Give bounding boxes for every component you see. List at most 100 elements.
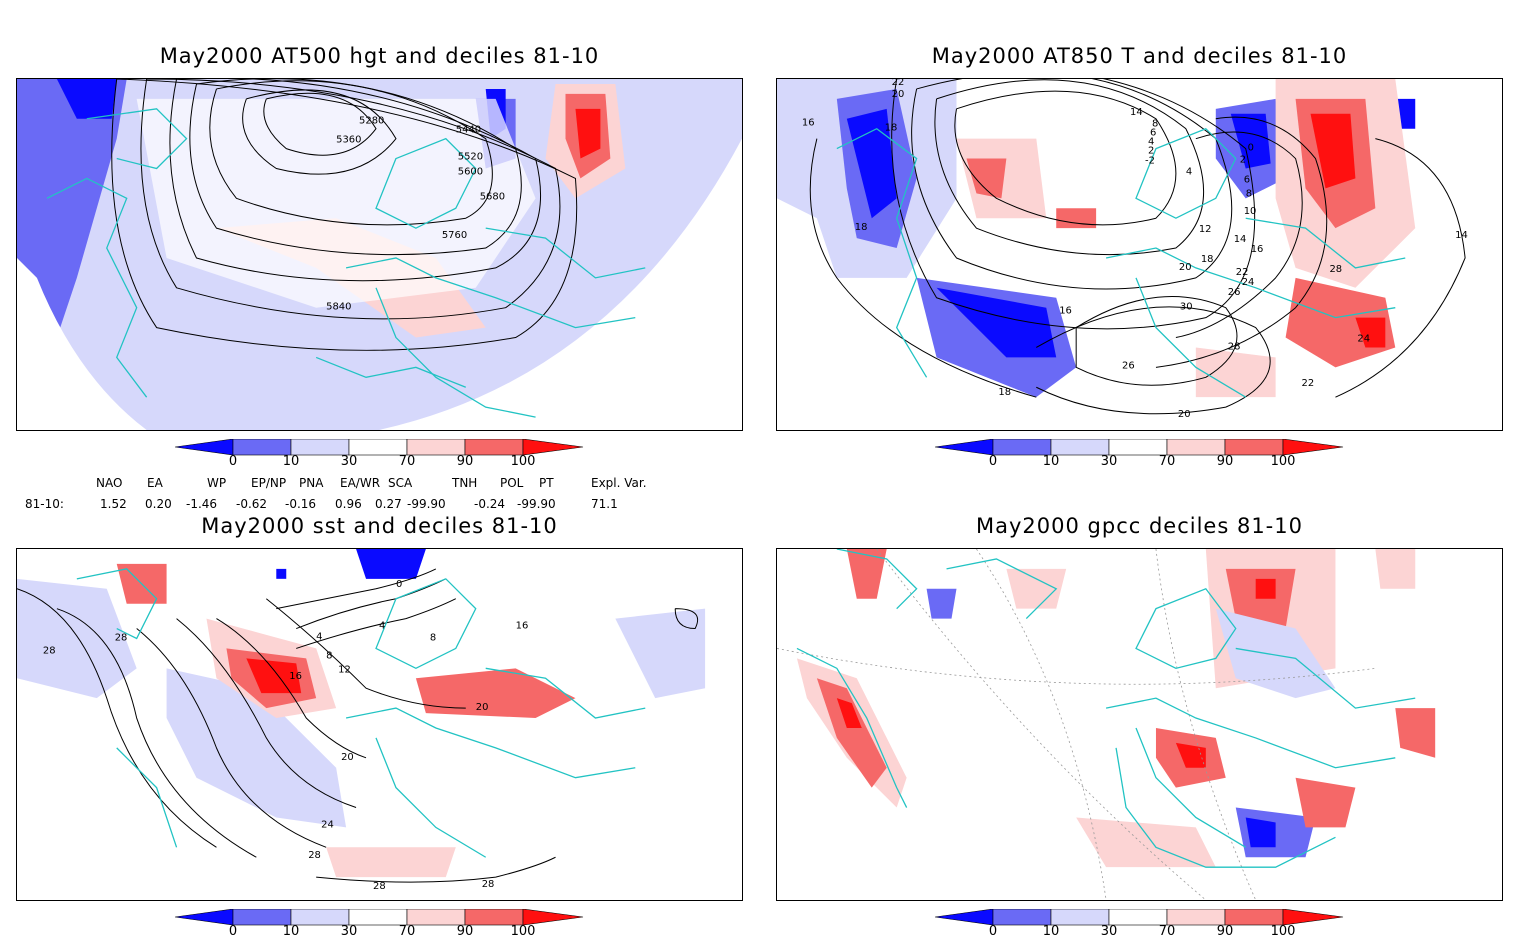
- map-hgt500: 5280 5360 5440 5520 5600 5680 5760 5840: [17, 79, 742, 430]
- contour-label: 12: [338, 664, 351, 675]
- colorbar-tick: 90: [457, 924, 474, 939]
- contour-label: 16: [802, 118, 815, 129]
- colorbar-tick: 30: [1101, 924, 1118, 939]
- colorbar-tick: 10: [1043, 454, 1060, 469]
- colorbar-tick: 70: [1159, 924, 1176, 939]
- contour-label: 14: [1234, 234, 1247, 245]
- colorbar-gpcc: 0 10 30 70 90 100: [935, 909, 1355, 949]
- colorbar-tick: 100: [511, 924, 536, 939]
- index-value: 1.52: [100, 497, 127, 511]
- contour-label: 8: [1152, 119, 1158, 130]
- colorbar-tick: 90: [1217, 454, 1234, 469]
- colorbar-tick: 10: [283, 454, 300, 469]
- colorbar-tick: 0: [229, 924, 237, 939]
- contour-label: 14: [1455, 230, 1468, 241]
- index-value: 0.96: [335, 497, 362, 511]
- index-header: EP/NP: [251, 476, 286, 490]
- colorbar-tick: 70: [1159, 454, 1176, 469]
- contour-label: 5360: [336, 135, 361, 146]
- colorbar-tick: 100: [511, 454, 536, 469]
- contour-label: 24: [1357, 334, 1370, 345]
- index-header: EA/WR: [340, 476, 380, 490]
- colorbar-tick: 10: [283, 924, 300, 939]
- colorbar-tick: 30: [341, 454, 358, 469]
- colorbar-tick: 30: [1101, 454, 1118, 469]
- contour-label: 6: [1244, 174, 1250, 185]
- colorbar-tick: 0: [989, 924, 997, 939]
- index-value: -1.46: [186, 497, 217, 511]
- contour-label: 26: [1122, 360, 1135, 371]
- map-t850: 22 20 16 18 18 0 2 4 6 8 10 12 14 16 18 …: [777, 79, 1502, 430]
- contour-label: -2: [1145, 156, 1155, 167]
- contour-label: 20: [1178, 409, 1191, 420]
- contour-label: 5680: [480, 191, 505, 202]
- contour-label: 10: [1244, 206, 1257, 217]
- map-panel-sst: 28 28 0 4 4 8 8 12 16 16 20 20 24 28 28 …: [16, 548, 743, 901]
- index-header: EA: [147, 476, 163, 490]
- colorbar-tick: 90: [1217, 924, 1234, 939]
- map-panel-t850: 22 20 16 18 18 0 2 4 6 8 10 12 14 16 18 …: [776, 78, 1503, 431]
- contour-label: 28: [1329, 264, 1342, 275]
- colorbar-tick: 100: [1271, 924, 1296, 939]
- contour-label: 28: [373, 881, 386, 892]
- contour-label: 4: [316, 631, 322, 642]
- colorbar-tick: 70: [399, 454, 416, 469]
- contour-label: 5600: [458, 166, 483, 177]
- contour-label: 4: [379, 621, 385, 632]
- contour-label: 28: [43, 645, 56, 656]
- index-header: WP: [207, 476, 226, 490]
- contour-label: 18: [998, 387, 1011, 398]
- contour-label: 16: [516, 621, 529, 632]
- contour-label: 16: [1059, 306, 1072, 317]
- colorbar-tick: 0: [229, 454, 237, 469]
- contour-label: 20: [892, 89, 905, 100]
- contour-label: 16: [1251, 244, 1264, 255]
- index-value: 71.1: [591, 497, 618, 511]
- map-gpcc: [777, 549, 1502, 900]
- contour-label: 20: [341, 752, 354, 763]
- colorbar-tick: 10: [1043, 924, 1060, 939]
- contour-label: 8: [1246, 188, 1252, 199]
- colorbar-tick: 70: [399, 924, 416, 939]
- colorbar-tick: 30: [341, 924, 358, 939]
- contour-label: 24: [321, 819, 334, 830]
- contour-label: 2: [1240, 155, 1246, 166]
- map-panel-gpcc: [776, 548, 1503, 901]
- contour-label: 8: [430, 632, 436, 643]
- index-header: SCA: [388, 476, 412, 490]
- contour-label: 18: [885, 123, 898, 134]
- contour-label: 30: [1180, 302, 1193, 313]
- contour-label: 20: [476, 702, 489, 713]
- contour-label: 12: [1199, 224, 1212, 235]
- panel-title-gpcc: May2000 gpcc deciles 81-10: [776, 514, 1503, 538]
- contour-label: 26: [1228, 287, 1241, 298]
- colorbar-t850: 0 10 30 70 90 100: [935, 439, 1355, 479]
- colorbar-tick: 100: [1271, 454, 1296, 469]
- map-sst: 28 28 0 4 4 8 8 12 16 16 20 20 24 28 28 …: [17, 549, 742, 900]
- contour-label: 28: [115, 632, 128, 643]
- contour-label: 24: [1242, 277, 1255, 288]
- contour-label: 28: [1228, 341, 1241, 352]
- panel-title-hgt500: May2000 AT500 hgt and deciles 81-10: [16, 44, 743, 68]
- contour-label: 22: [892, 79, 905, 88]
- index-header: PNA: [299, 476, 323, 490]
- index-value: -0.62: [236, 497, 267, 511]
- contour-label: 5520: [458, 152, 483, 163]
- index-header: Expl. Var.: [591, 476, 647, 490]
- panel-title-sst: May2000 sst and deciles 81-10: [16, 514, 743, 538]
- contour-label: 5840: [326, 302, 351, 313]
- contour-label: 22: [1302, 378, 1315, 389]
- index-header: POL: [500, 476, 523, 490]
- colorbar-tick: 90: [457, 454, 474, 469]
- panel-title-t850: May2000 AT850 T and deciles 81-10: [776, 44, 1503, 68]
- index-value: -0.24: [474, 497, 505, 511]
- contour-label: 8: [326, 650, 332, 661]
- contour-label: 16: [289, 671, 302, 682]
- colorbar-hgt500: 0 10 30 70 90 100: [175, 439, 595, 479]
- index-row-label: 81-10:: [25, 497, 64, 511]
- index-header: PT: [539, 476, 554, 490]
- contour-label: 14: [1130, 107, 1143, 118]
- index-value: -99.90: [407, 497, 446, 511]
- index-header: NAO: [96, 476, 122, 490]
- contour-label: 4: [1186, 166, 1192, 177]
